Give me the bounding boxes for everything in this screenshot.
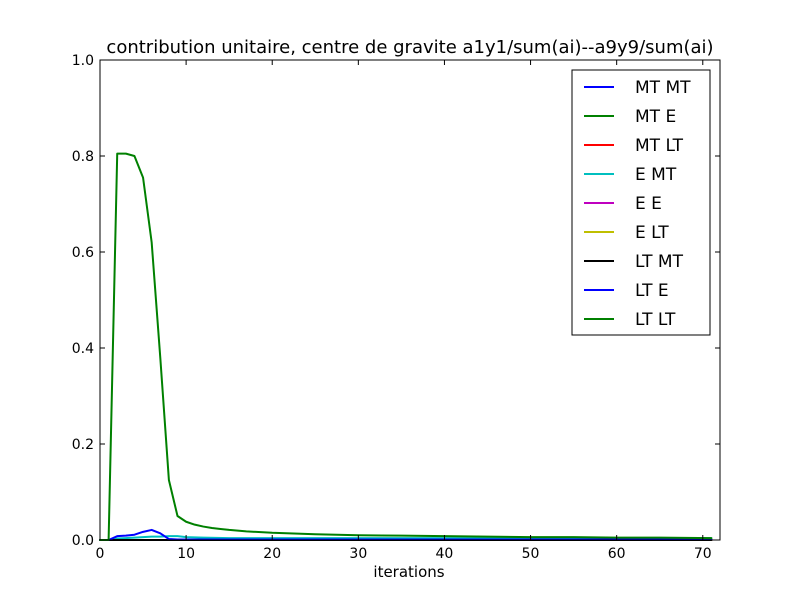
legend-label: E MT [635, 165, 677, 185]
x-tick-label: 0 [96, 546, 105, 562]
x-tick-label: 50 [522, 546, 540, 562]
legend-label: LT MT [635, 252, 684, 272]
plot-frame [99, 59, 721, 541]
x-tick-label: 30 [349, 546, 367, 562]
tick-layer: 0 10 20 30 40 50 60 70 0.0 0.2 0.4 0.6 0.8 1.0 [72, 53, 720, 562]
legend: MT MT MT E MT LT E MT E E E LT LT MT LT E LT LT [571, 69, 711, 336]
x-tick-label: 10 [177, 546, 195, 562]
legend-label: E E [635, 194, 662, 214]
x-axis-label: iterations [373, 563, 444, 581]
legend-label: MT LT [635, 136, 684, 156]
x-tick-label: 20 [263, 546, 281, 562]
legend-label: MT MT [635, 78, 691, 98]
legend-label: LT LT [635, 310, 676, 330]
legend-label: E LT [635, 223, 669, 243]
y-tick-label: 0.0 [72, 533, 94, 549]
y-tick-label: 0.8 [72, 149, 94, 165]
legend-label: MT E [635, 107, 676, 127]
series-line: LT LT [99, 152, 713, 541]
chart-title: contribution unitaire, centre de gravite… [106, 37, 713, 58]
legend-label: LT E [635, 281, 669, 301]
y-tick-label: 0.6 [72, 245, 94, 261]
x-tick-label: 40 [436, 546, 454, 562]
x-tick-label: 60 [608, 546, 626, 562]
y-tick-label: 0.4 [72, 341, 94, 357]
y-tick-label: 0.2 [72, 437, 94, 453]
y-tick-label: 1.0 [72, 53, 94, 69]
x-tick-label: 70 [694, 546, 712, 562]
